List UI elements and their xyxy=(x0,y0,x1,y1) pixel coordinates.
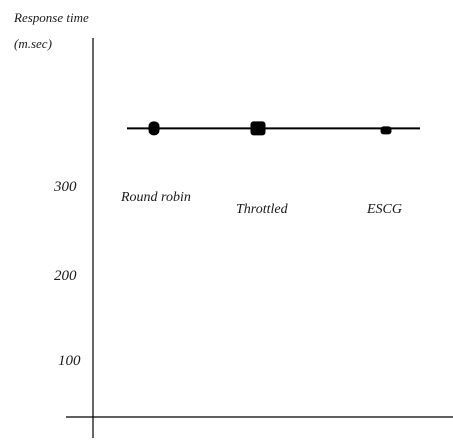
data-point-throttled xyxy=(250,121,266,136)
category-label-escg: ESCG xyxy=(366,202,402,217)
category-label-round-robin: Round robin xyxy=(120,190,191,205)
data-point-escg xyxy=(380,126,392,135)
data-point-round-robin xyxy=(148,121,160,136)
y-tick-label-300: 300 xyxy=(53,179,77,195)
series-layer xyxy=(127,121,420,136)
y-axis-title-line2: (m.sec) xyxy=(14,36,52,51)
y-axis-title-line1: Response time xyxy=(13,10,89,25)
y-tick-label-100: 100 xyxy=(58,353,81,369)
y-tick-label-200: 200 xyxy=(54,268,77,284)
category-label-throttled: Throttled xyxy=(236,202,289,217)
